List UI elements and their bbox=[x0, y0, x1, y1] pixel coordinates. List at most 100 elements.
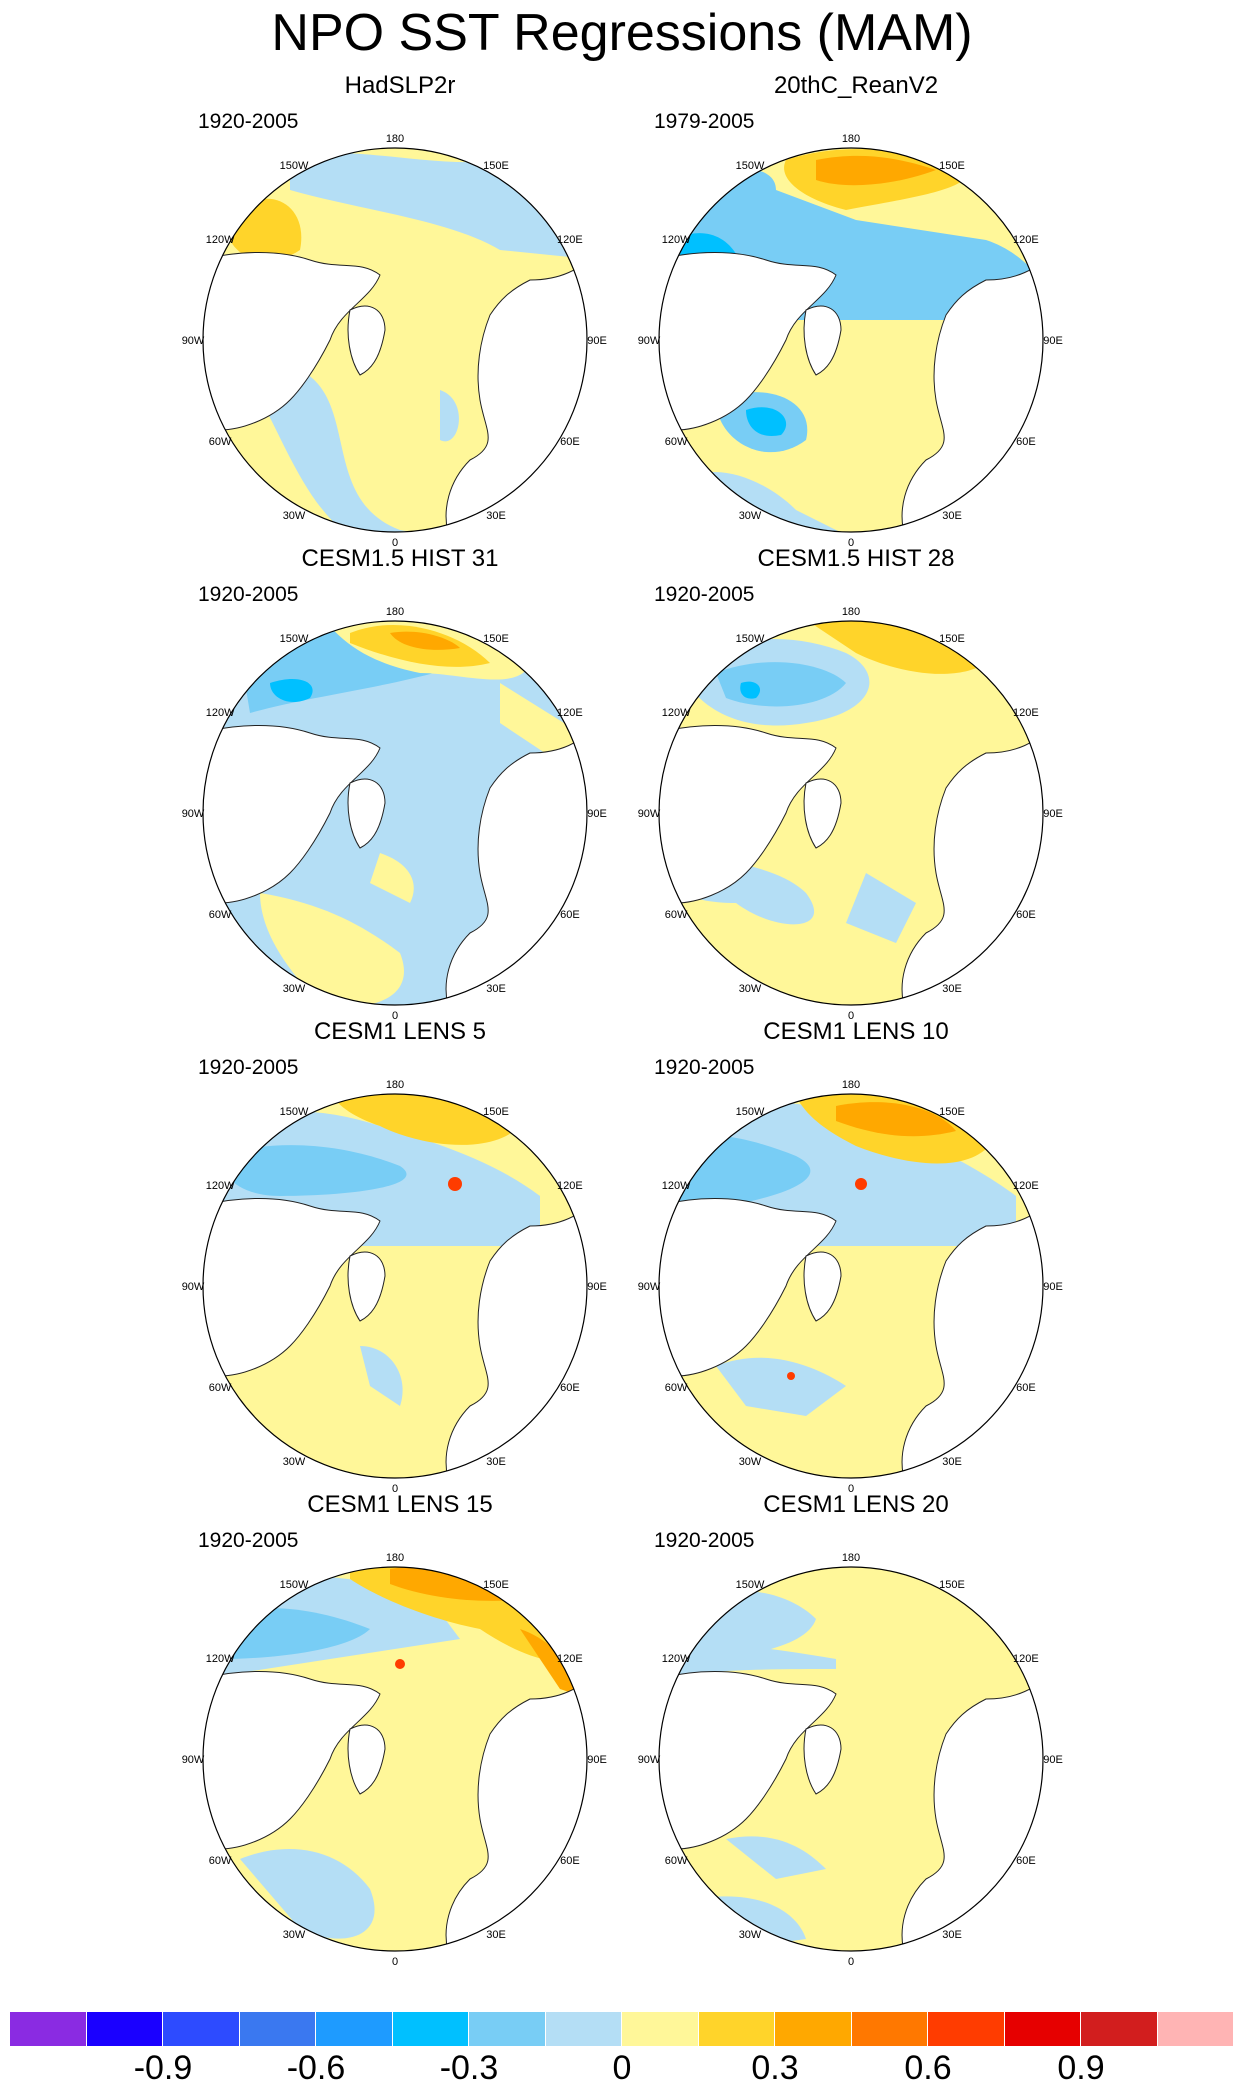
longitude-tick-label: 150W bbox=[280, 160, 309, 172]
colorbar-swatch bbox=[851, 2012, 928, 2046]
longitude-tick-label: 90W bbox=[638, 1754, 661, 1766]
polar-sst-map: 180 150E 120E 90E 60E 30E 0 30W 60W 90W 120W 150W bbox=[182, 1079, 607, 1495]
map-boundary-circle bbox=[202, 1093, 588, 1479]
colorbar-swatch bbox=[239, 2012, 316, 2046]
map-boundary-circle bbox=[202, 1566, 588, 1952]
longitude-tick-label: 30W bbox=[283, 1456, 306, 1468]
panel-period: 1920-2005 bbox=[198, 110, 299, 133]
longitude-tick-label: 30W bbox=[283, 983, 306, 995]
panel-period: 1920-2005 bbox=[198, 583, 299, 606]
longitude-tick-label: 120W bbox=[662, 1653, 691, 1665]
colorbar-tick-label: 0 bbox=[612, 2049, 632, 2087]
longitude-tick-label: 60E bbox=[1016, 436, 1036, 448]
longitude-tick-label: 0 bbox=[848, 537, 854, 549]
longitude-tick-label: 120E bbox=[1013, 1180, 1039, 1192]
longitude-tick-label: 180 bbox=[842, 1079, 860, 1091]
longitude-tick-label: 60W bbox=[209, 1855, 232, 1867]
longitude-tick-label: 90W bbox=[182, 1754, 205, 1766]
longitude-tick-label: 150W bbox=[736, 160, 765, 172]
longitude-tick-label: 0 bbox=[392, 1483, 398, 1495]
longitude-tick-label: 180 bbox=[842, 606, 860, 618]
longitude-tick-label: 180 bbox=[386, 606, 404, 618]
colorbar-swatch bbox=[316, 2012, 393, 2046]
polar-sst-map: 180 150E 120E 90E 60E 30E 0 30W 60W 90W 120W 150W bbox=[638, 606, 1063, 1022]
colorbar-swatch bbox=[10, 2012, 87, 2046]
longitude-tick-label: 0 bbox=[848, 1483, 854, 1495]
panel-title: CESM1 LENS 10 bbox=[763, 1018, 949, 1045]
longitude-tick-label: 120E bbox=[557, 1653, 583, 1665]
longitude-tick-label: 90W bbox=[182, 808, 205, 820]
longitude-tick-label: 150E bbox=[483, 1106, 509, 1118]
longitude-tick-label: 60W bbox=[665, 436, 688, 448]
polar-sst-map: 180 150E 120E 90E 60E 30E 0 30W 60W 90W 120W 150W bbox=[182, 1552, 607, 1968]
longitude-tick-label: 150W bbox=[280, 633, 309, 645]
longitude-tick-label: 150W bbox=[280, 1106, 309, 1118]
map-panel: 180 150E 120E 90E 60E 30E 0 30W 60W 90W 120W 150W CE… bbox=[182, 545, 660, 1022]
colorbar-swatch bbox=[392, 2012, 469, 2046]
longitude-tick-label: 60W bbox=[209, 1382, 232, 1394]
map-boundary-circle bbox=[658, 147, 1044, 533]
longitude-tick-label: 120W bbox=[662, 234, 691, 246]
colorbar-legend: -0.9 -0.6 -0.3 0 0.3 0.6 0.9 bbox=[10, 2012, 1234, 2086]
longitude-tick-label: 30W bbox=[283, 510, 306, 522]
colorbar-swatch bbox=[1004, 2012, 1081, 2046]
panel-title: 20thC_ReanV2 bbox=[773, 72, 939, 99]
panel-title: HadSLP2r bbox=[344, 72, 456, 99]
longitude-tick-label: 90E bbox=[587, 335, 607, 347]
longitude-tick-label: 150E bbox=[483, 1579, 509, 1591]
map-panel: 180 150E 120E 90E 60E 30E 0 30W 60W 90W 120W 150W CE… bbox=[182, 1491, 660, 1968]
colorbar-swatch bbox=[928, 2012, 1005, 2046]
longitude-tick-label: 60E bbox=[1016, 1382, 1036, 1394]
longitude-tick-label: 30W bbox=[739, 510, 762, 522]
longitude-tick-label: 90W bbox=[182, 1281, 205, 1293]
panel-title: CESM1.5 HIST 28 bbox=[757, 545, 955, 572]
longitude-tick-label: 30W bbox=[739, 983, 762, 995]
longitude-tick-label: 150E bbox=[939, 160, 965, 172]
longitude-tick-label: 120W bbox=[206, 234, 235, 246]
longitude-tick-label: 120W bbox=[662, 707, 691, 719]
figure-title: NPO SST Regressions (MAM) bbox=[271, 4, 973, 62]
longitude-tick-label: 150E bbox=[939, 1579, 965, 1591]
longitude-tick-label: 150W bbox=[280, 1579, 309, 1591]
longitude-tick-label: 60W bbox=[665, 909, 688, 921]
colorbar-swatch bbox=[622, 2012, 699, 2046]
panel-period: 1979-2005 bbox=[654, 110, 755, 133]
longitude-tick-label: 120W bbox=[206, 1653, 235, 1665]
panel-period: 1920-2005 bbox=[654, 1529, 755, 1552]
map-panel: 180 150E 120E 90E 60E 30E 0 30W 60W 90W 120W 150W CE… bbox=[638, 545, 1116, 1022]
map-boundary-circle bbox=[202, 620, 588, 1006]
map-boundary-circle bbox=[658, 1093, 1044, 1479]
longitude-tick-label: 30E bbox=[486, 510, 506, 522]
map-panel: 180 150E 120E 90E 60E 30E 0 30W 60W 90W 120W 150W Ha… bbox=[182, 72, 660, 549]
longitude-tick-label: 150E bbox=[483, 160, 509, 172]
colorbar-swatch bbox=[545, 2012, 622, 2046]
longitude-tick-label: 30E bbox=[942, 1929, 962, 1941]
longitude-tick-label: 30E bbox=[942, 510, 962, 522]
longitude-tick-label: 90E bbox=[1043, 808, 1063, 820]
panel-period: 1920-2005 bbox=[198, 1529, 299, 1552]
longitude-tick-label: 30E bbox=[942, 1456, 962, 1468]
colorbar-swatch bbox=[698, 2012, 775, 2046]
longitude-tick-label: 90W bbox=[638, 808, 661, 820]
panel-title: CESM1 LENS 15 bbox=[307, 1491, 493, 1518]
colorbar-tick-label: -0.3 bbox=[439, 2049, 499, 2087]
longitude-tick-label: 0 bbox=[848, 1010, 854, 1022]
colorbar-swatch bbox=[86, 2012, 163, 2046]
longitude-tick-label: 120E bbox=[1013, 707, 1039, 719]
longitude-tick-label: 120E bbox=[557, 234, 583, 246]
longitude-tick-label: 30W bbox=[739, 1929, 762, 1941]
polar-sst-map: 180 150E 120E 90E 60E 30E 0 30W 60W 90W 120W 150W bbox=[182, 606, 607, 1022]
longitude-tick-label: 30E bbox=[942, 983, 962, 995]
polar-sst-map: 180 150E 120E 90E 60E 30E 0 30W 60W 90W 120W 150W bbox=[638, 1552, 1063, 1968]
longitude-tick-label: 120E bbox=[1013, 1653, 1039, 1665]
panel-title: CESM1 LENS 5 bbox=[313, 1018, 487, 1045]
longitude-tick-label: 90W bbox=[638, 335, 661, 347]
longitude-tick-label: 150E bbox=[939, 633, 965, 645]
longitude-tick-label: 60E bbox=[560, 909, 580, 921]
longitude-tick-label: 60E bbox=[560, 1382, 580, 1394]
colorbar-tick-label: 0.9 bbox=[1057, 2049, 1105, 2087]
panel-title: CESM1.5 HIST 31 bbox=[301, 545, 499, 572]
map-boundary-circle bbox=[658, 620, 1044, 1006]
longitude-tick-label: 0 bbox=[392, 1010, 398, 1022]
map-panel: 180 150E 120E 90E 60E 30E 0 30W 60W 90W 120W 150W 20… bbox=[638, 72, 1116, 549]
